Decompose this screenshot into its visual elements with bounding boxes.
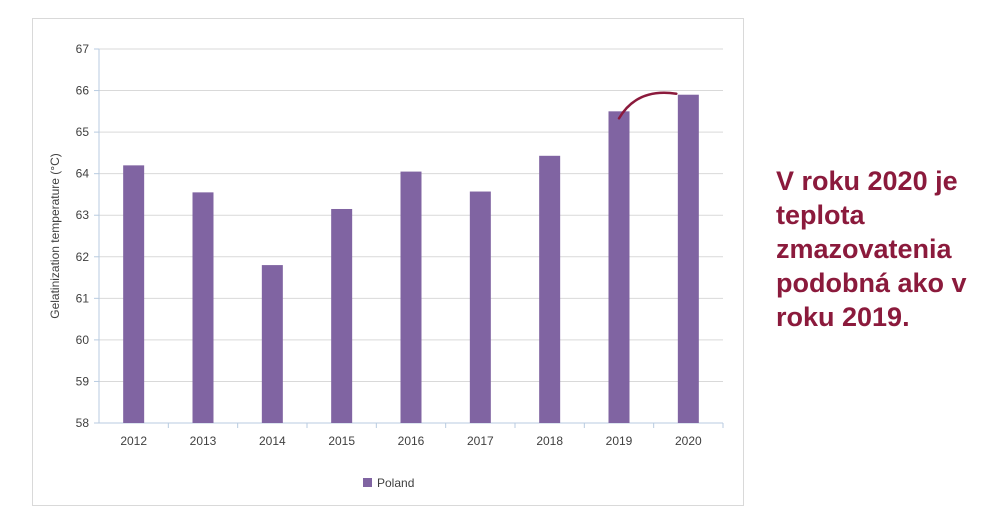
x-tick-label: 2014 [259,434,286,448]
x-tick-label: 2017 [467,434,494,448]
y-tick-label: 58 [76,416,90,430]
bar-2017 [469,191,491,423]
x-tick-label: 2019 [606,434,633,448]
x-tick-label: 2013 [190,434,217,448]
x-tick-label: 2012 [120,434,147,448]
x-tick-label: 2015 [328,434,355,448]
y-tick-label: 61 [76,291,90,305]
annotation-arrow [617,91,678,120]
y-tick-label: 59 [76,374,90,388]
y-tick-label: 62 [76,250,90,264]
bar-2018 [539,155,561,423]
bar-2013 [192,192,214,423]
y-tick-label: 60 [76,333,90,347]
callout-text: V roku 2020 je teplota zmazovatenia podo… [776,166,967,332]
x-tick-label: 2016 [398,434,425,448]
y-tick-label: 67 [76,42,90,56]
bar-2014 [261,265,283,423]
y-tick-label: 64 [76,167,90,181]
y-axis-title: Gelatinization temperature (°C) [48,153,62,319]
legend-label: Poland [377,476,414,490]
y-tick-label: 63 [76,208,90,222]
bar-2016 [400,171,422,423]
bar-2020 [677,94,699,423]
legend-swatch [363,478,372,487]
bar-2015 [331,208,353,423]
bar-2019 [608,111,630,423]
y-tick-label: 65 [76,125,90,139]
x-tick-label: 2018 [536,434,563,448]
chart-svg: 58 59 60 61 62 63 64 65 66 67 2012 2013 2014 2015 2016… [48,42,724,490]
y-tick-label: 66 [76,84,90,98]
bar-2012 [123,165,145,423]
chart-frame: 58 59 60 61 62 63 64 65 66 67 2012 2013 2014 2015 2016… [32,18,744,506]
x-tick-label: 2020 [675,434,702,448]
